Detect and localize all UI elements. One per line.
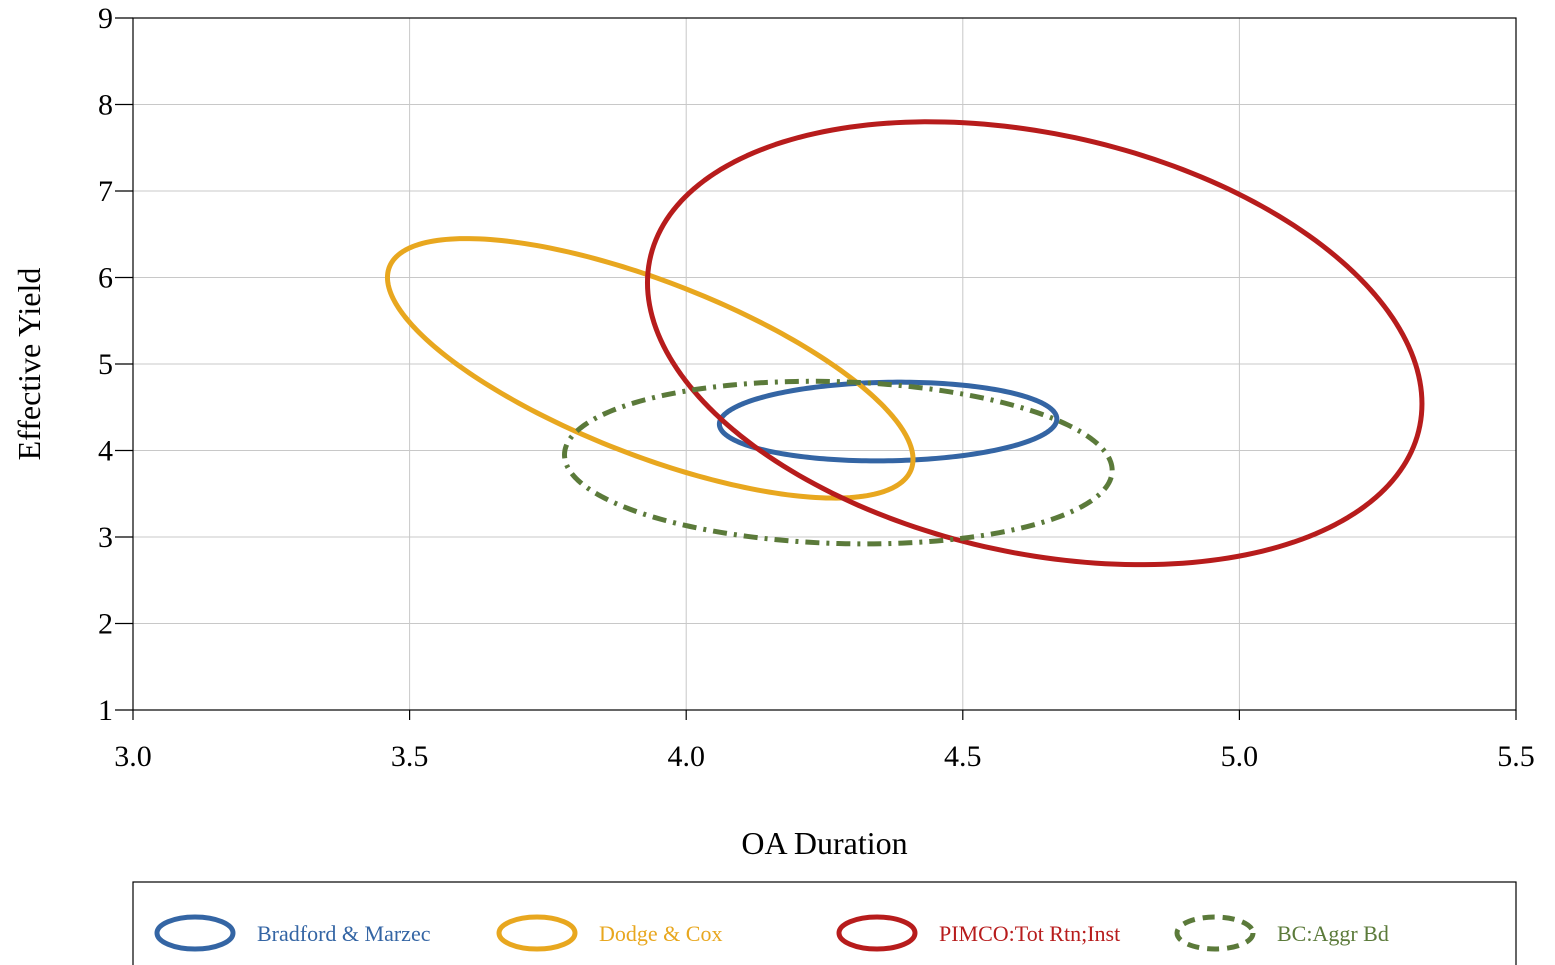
ellipse-dodge-cox <box>384 236 916 501</box>
legend-marker <box>154 914 236 952</box>
y-tick-label: 1 <box>98 694 113 727</box>
y-tick-label: 4 <box>98 435 113 468</box>
legend-items: Bradford & Marzec Dodge & Cox PIMCO:Tot Rt… <box>154 914 1389 952</box>
x-tick-label: 5.5 <box>1497 740 1535 773</box>
x-axis-title: OA Duration <box>741 825 907 861</box>
legend-marker <box>496 914 578 952</box>
x-tick-label: 3.0 <box>114 740 152 773</box>
legend-label: PIMCO:Tot Rtn;Inst <box>939 921 1120 946</box>
legend-marker <box>1174 914 1256 952</box>
y-tick-label: 6 <box>98 262 113 295</box>
legend <box>132 881 1517 965</box>
x-tick-label: 4.0 <box>667 740 705 773</box>
series-ellipses <box>384 119 1425 568</box>
y-tick-label: 5 <box>98 348 113 381</box>
legend-marker <box>836 914 918 952</box>
y-tick-label: 7 <box>98 175 113 208</box>
legend-label: Dodge & Cox <box>599 921 722 946</box>
legend-label: BC:Aggr Bd <box>1277 921 1389 946</box>
ellipse-bradford-marzec <box>716 379 1060 464</box>
legend-label: Bradford & Marzec <box>257 921 431 946</box>
y-tick-label: 2 <box>98 608 113 641</box>
x-tick-label: 5.0 <box>1221 740 1259 773</box>
y-tick-label: 8 <box>98 89 113 122</box>
axis-ticks: 3.0 3.5 4.0 4.5 5.0 5.5 1 2 3 4 5 6 7 8 9 <box>98 2 1535 773</box>
y-axis-title: Effective Yield <box>11 268 47 461</box>
x-tick-label: 4.5 <box>944 740 982 773</box>
ellipse-bc-aggr-bd <box>562 378 1115 547</box>
y-tick-label: 3 <box>98 521 113 554</box>
y-tick-label: 9 <box>98 2 113 35</box>
x-tick-label: 3.5 <box>391 740 429 773</box>
ellipse-pimco-tot-rtn-inst <box>644 119 1425 568</box>
